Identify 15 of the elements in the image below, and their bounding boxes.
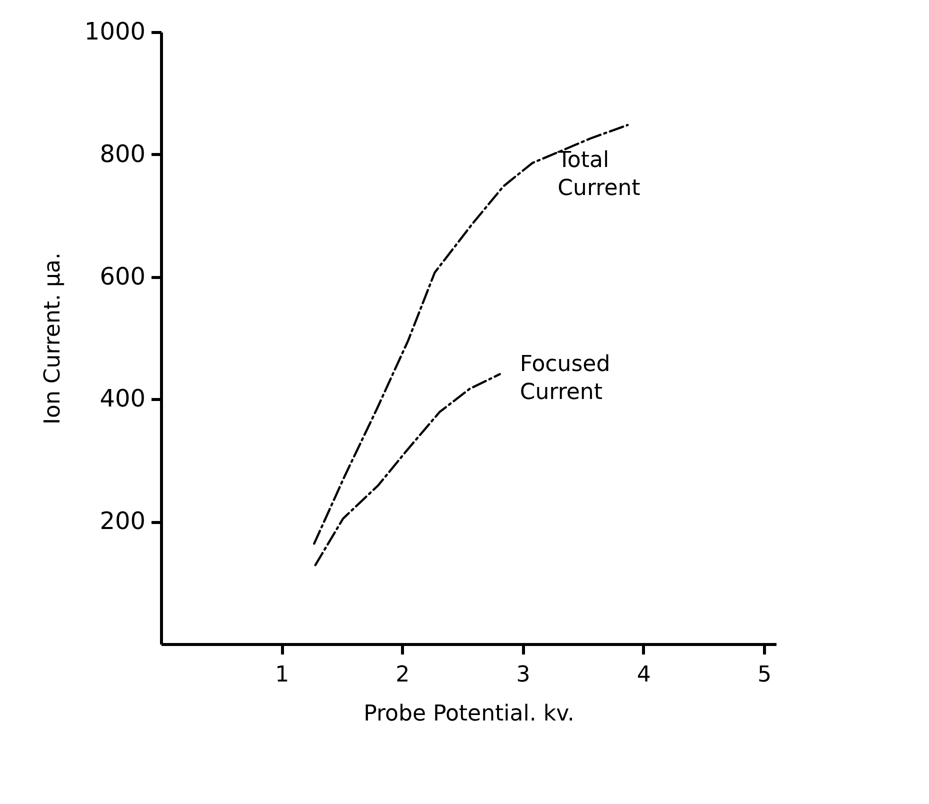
y-tick-label: 600 — [100, 262, 146, 290]
y-tick-label: 1000 — [84, 18, 146, 46]
x-axis-title: Probe Potential. kv. — [364, 702, 574, 726]
x-tick-label: 3 — [516, 662, 530, 688]
series-label: Focused Current — [520, 352, 610, 406]
y-tick-label: 400 — [100, 384, 146, 413]
x-tick-label: 4 — [636, 662, 651, 688]
series-label: Total Current — [556, 148, 641, 202]
y-tick-label: 200 — [100, 507, 146, 536]
x-tick-label: 5 — [757, 662, 772, 688]
x-tick-label: 2 — [396, 662, 410, 688]
x-tick-label: 1 — [275, 662, 290, 688]
line-series — [314, 373, 501, 566]
y-axis-title: Ion Current. μa. — [40, 252, 66, 424]
y-tick-label: 800 — [100, 140, 146, 168]
